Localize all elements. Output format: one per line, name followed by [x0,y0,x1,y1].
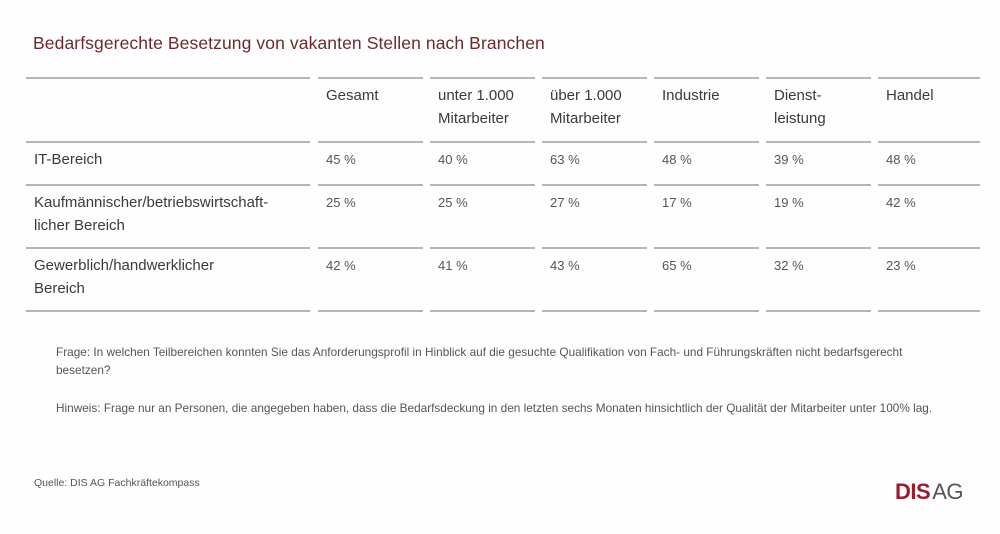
table-rule [318,247,423,249]
table-rule [26,247,310,249]
table-cell-value: 27 % [550,195,580,210]
column-header: Handel [886,84,934,107]
table-cell-value: 23 % [886,258,916,273]
column-header: Gesamt [326,84,379,107]
table-cell-value: 48 % [662,152,692,167]
table-rule [26,310,310,312]
row-label-line: Gewerblich/handwerklicher [34,257,215,274]
row-label: IT-Bereich [34,148,102,171]
table-cell-value: 63 % [550,152,580,167]
table-rule [318,184,423,186]
row-label: Gewerblich/handwerklicher Bereich [34,254,214,300]
column-header-line: Handel [886,87,934,104]
table-rule [654,310,759,312]
row-label-line: Bereich [34,280,85,297]
table-rule [318,310,423,312]
table-rule [430,77,535,79]
table-rule [878,141,980,143]
table-cell-value: 19 % [774,195,804,210]
row-label-line: Kaufmännischer/betriebswirtschaft- [34,194,269,211]
table-cell-value: 65 % [662,258,692,273]
column-header: Dienst-leistung [774,84,826,130]
table-rule [542,77,647,79]
table-rule [26,141,310,143]
table-cell-value: 32 % [774,258,804,273]
table-cell-value: 25 % [438,195,468,210]
column-header: über 1.000 Mitarbeiter [550,84,622,130]
source-text: Quelle: DIS AG Fachkräftekompass [34,477,200,489]
table-rule [654,77,759,79]
table-rule [542,310,647,312]
table-rule [878,247,980,249]
table-rule [878,77,980,79]
table-rule [26,184,310,186]
table-rule [542,247,647,249]
table-rule [26,77,310,79]
table-cell-value: 45 % [326,152,356,167]
table-rule [542,184,647,186]
column-header-line: Industrie [662,87,720,104]
table-rule [766,247,871,249]
column-header-line: leistung [774,110,826,127]
table-cell-value: 25 % [326,195,356,210]
table-rule [654,247,759,249]
dis-ag-logo: DISAG [895,479,963,505]
table-rule [766,184,871,186]
table-rule [878,184,980,186]
table-cell-value: 40 % [438,152,468,167]
table-rule [318,77,423,79]
row-label-line: licher Bereich [34,217,125,234]
column-header-line: unter 1.000 [438,87,514,104]
table-rule [430,141,535,143]
hint-note: Hinweis: Frage nur an Personen, die ange… [56,401,933,415]
column-header-line: Gesamt [326,87,379,104]
table-cell-value: 48 % [886,152,916,167]
column-header: Industrie [662,84,720,107]
column-header-line: Mitarbeiter [550,110,621,127]
column-header: unter 1.000 Mitarbeiter [438,84,514,130]
logo-ag: AG [932,479,963,504]
page-title: Bedarfsgerechte Besetzung von vakanten S… [33,33,545,53]
table-rule [766,310,871,312]
column-header-line: Mitarbeiter [438,110,509,127]
table-rule [766,141,871,143]
table-rule [430,247,535,249]
table-rule [878,310,980,312]
table-cell-value: 39 % [774,152,804,167]
column-header-line: über 1.000 [550,87,622,104]
column-header-line: Dienst- [774,87,822,104]
table-rule [318,141,423,143]
table-rule [766,77,871,79]
table-cell-value: 41 % [438,258,468,273]
row-label-line: IT-Bereich [34,151,103,168]
question-note: Frage: In welchen Teilbereichen konnten … [56,345,903,377]
logo-dis: DIS [895,479,931,504]
table-cell-value: 42 % [886,195,916,210]
row-label: Kaufmännischer/betriebswirtschaft-licher… [34,191,268,237]
table-rule [542,141,647,143]
table-cell-value: 43 % [550,258,580,273]
table-rule [654,141,759,143]
table-cell-value: 17 % [662,195,692,210]
table-rule [430,310,535,312]
table-rule [430,184,535,186]
table-cell-value: 42 % [326,258,356,273]
table-rule [654,184,759,186]
